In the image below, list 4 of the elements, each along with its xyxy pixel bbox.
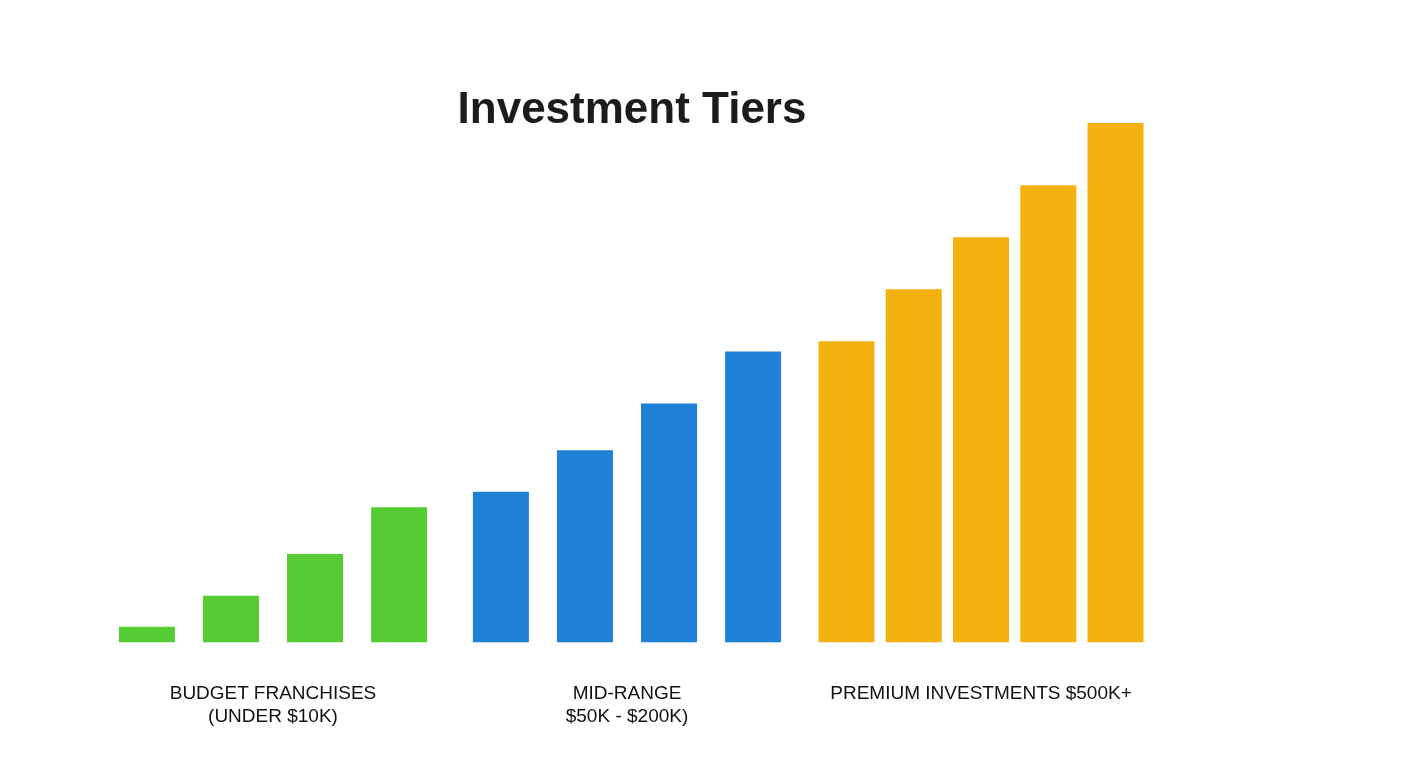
x-tick-label: MID-RANGE $50K - $200K) (565, 682, 689, 726)
chart-title: Investment Tiers (457, 83, 807, 132)
x-tick-label: BUDGET FRANCHISES (UNDER $10K) (169, 682, 377, 726)
x-tick-label: PREMIUM INVESTMENTS $500K+ (830, 682, 1132, 704)
